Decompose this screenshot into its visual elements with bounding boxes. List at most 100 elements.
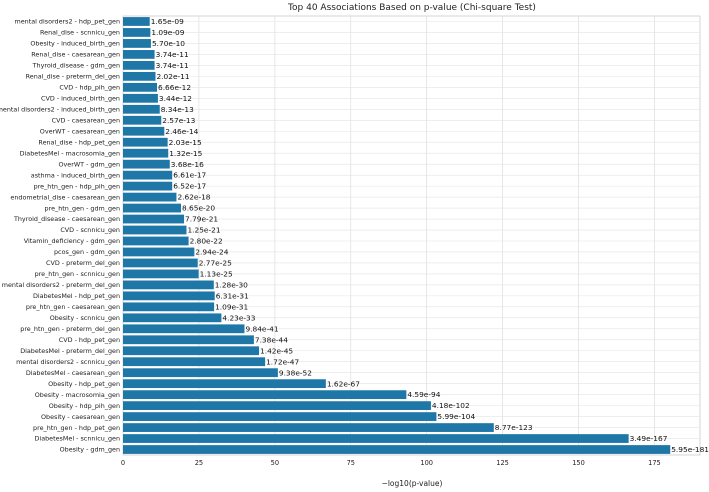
bar-value-label: 7.79e-21: [185, 215, 218, 224]
category-label: Thyroid_disease - gdm_gen: [32, 62, 120, 70]
bar: [123, 280, 214, 290]
bar-value-label: 5.70e-10: [152, 39, 185, 48]
bar-value-label: 7.38e-44: [255, 335, 288, 344]
category-label: Thyroid_disease - caesarean_gen: [13, 215, 120, 223]
bar-value-label: 1.32e-15: [169, 149, 202, 158]
x-tick-label: 25: [195, 459, 203, 467]
category-label: CVD - induced_birth_gen: [41, 95, 120, 103]
category-label: CVD - preterm_del_gen: [46, 259, 120, 267]
category-label: CVD - caesarean_gen: [52, 116, 120, 124]
category-label: Renal_dise - hdp_pet_gen: [38, 138, 120, 146]
bar: [123, 115, 162, 125]
bar: [123, 379, 326, 389]
bars: [123, 17, 671, 454]
bar: [123, 236, 189, 246]
x-tick-label: 150: [572, 459, 585, 467]
x-tick-label: 175: [648, 459, 661, 467]
bar: [123, 412, 437, 421]
bar: [123, 126, 165, 136]
category-label: asthma - induced_birth_gen: [31, 171, 120, 179]
bar-value-label: 1.28e-30: [215, 280, 248, 289]
bar-value-label: 2.62e-18: [177, 193, 210, 202]
category-label: mental disorders2 - hdp_pet_gen: [15, 18, 121, 26]
bar-value-label: 2.57e-13: [162, 116, 195, 125]
x-tick-label: 125: [496, 459, 509, 467]
bar-value-label: 3.74e-11: [156, 50, 189, 59]
category-label: pre_htn_gen - scnnicu_gen: [35, 270, 120, 278]
category-label: OverWT - caesarean_gen: [40, 127, 120, 135]
bar: [123, 71, 156, 81]
bar-value-label: 2.02e-11: [156, 72, 189, 81]
category-label: CVD - hdp_pih_gen: [59, 84, 120, 92]
bar: [123, 104, 160, 114]
bar-value-label: 1.13e-25: [200, 270, 233, 279]
bar: [123, 170, 173, 180]
bar: [123, 302, 215, 312]
bar: [123, 39, 151, 48]
bar: [123, 60, 155, 70]
bar: [123, 401, 431, 411]
bar: [123, 28, 151, 37]
bar: [123, 192, 177, 202]
bar: [123, 203, 182, 213]
bar-value-label: 9.38e-52: [279, 368, 312, 377]
bar-value-label: 2.94e-24: [195, 248, 228, 257]
bar-value-label: 4.23e-33: [222, 313, 255, 322]
category-label: CVD - scnnicu_gen: [60, 226, 120, 234]
category-labels: Obesity - gdm_gen DiabetesMel - scnnicu_g…: [0, 18, 120, 454]
category-label: pre_htn_gen - preterm_del_gen: [20, 325, 120, 333]
category-label: pre_htn_gen - caesarean_gen: [26, 303, 120, 311]
bar-value-label: 1.72e-47: [266, 357, 299, 366]
plot-area: [122, 15, 701, 456]
bar: [123, 181, 173, 191]
bar: [123, 434, 629, 443]
category-label: DiabetesMel - macrosomia_gen: [20, 149, 120, 157]
category-label: pre_htn_gen - hdp_pet_gen: [33, 424, 120, 432]
bar: [123, 137, 168, 147]
bar: [123, 258, 198, 268]
bar-value-label: 1.62e-67: [327, 379, 360, 388]
bar-value-label: 1.42e-45: [260, 346, 293, 355]
bar: [123, 82, 158, 92]
category-label: Renal_dise - scnnicu_gen: [40, 29, 120, 37]
bar: [123, 423, 494, 432]
bar: [123, 17, 150, 26]
x-tick-label: 50: [271, 459, 279, 467]
chart-title: Top 40 Associations Based on p-value (Ch…: [287, 3, 536, 13]
bar: [123, 390, 407, 400]
category-label: Vitamin_deficiency - gdm_gen: [24, 237, 120, 245]
plot-frame: [122, 15, 701, 456]
category-label: pre_htn_gen - hdp_pih_gen: [34, 182, 120, 190]
bar-value-label: 3.49e-167: [630, 434, 668, 443]
category-label: CVD - hdp_pet_gen: [59, 336, 120, 344]
bar: [123, 269, 199, 279]
category-label: DiabetesMel - caesarean_gen: [26, 369, 120, 377]
bar-value-label: 8.65e-20: [182, 204, 215, 213]
bar: [123, 93, 158, 103]
category-label: Renal_dise - caesarean_gen: [31, 51, 120, 59]
bar: [123, 313, 222, 323]
bar: [123, 214, 185, 224]
bar-value-label: 2.46e-14: [165, 127, 198, 136]
bar-value-label: 9.84e-41: [245, 324, 278, 333]
bar-value-label: 2.03e-15: [169, 138, 202, 147]
category-label: Obesity - induced_birth_gen: [30, 40, 120, 48]
bar-value-label: 4.59e-94: [407, 390, 440, 399]
bar: [123, 225, 187, 235]
category-label: Obesity - hdp_pet_gen: [48, 380, 120, 388]
bar-value-label: 3.74e-11: [156, 61, 189, 70]
bar-value-label: 6.66e-12: [158, 83, 191, 92]
category-label: Obesity - macrosomia_gen: [35, 391, 120, 399]
bar: [123, 50, 155, 59]
bar-value-label: 6.31e-31: [216, 291, 249, 300]
bar-value-label: 1.09e-31: [215, 302, 248, 311]
bar: [123, 346, 260, 356]
x-tick-label: 75: [347, 459, 355, 467]
category-label: mental disorders2 - induced_birth_gen: [0, 105, 120, 113]
bar: [123, 335, 254, 345]
bar-value-label: 8.77e-123: [495, 423, 533, 432]
bar: [123, 159, 170, 169]
category-label: DiabetesMel - hdp_pet_gen: [33, 292, 120, 300]
bar-value-label: 5.95e-181: [671, 445, 709, 454]
